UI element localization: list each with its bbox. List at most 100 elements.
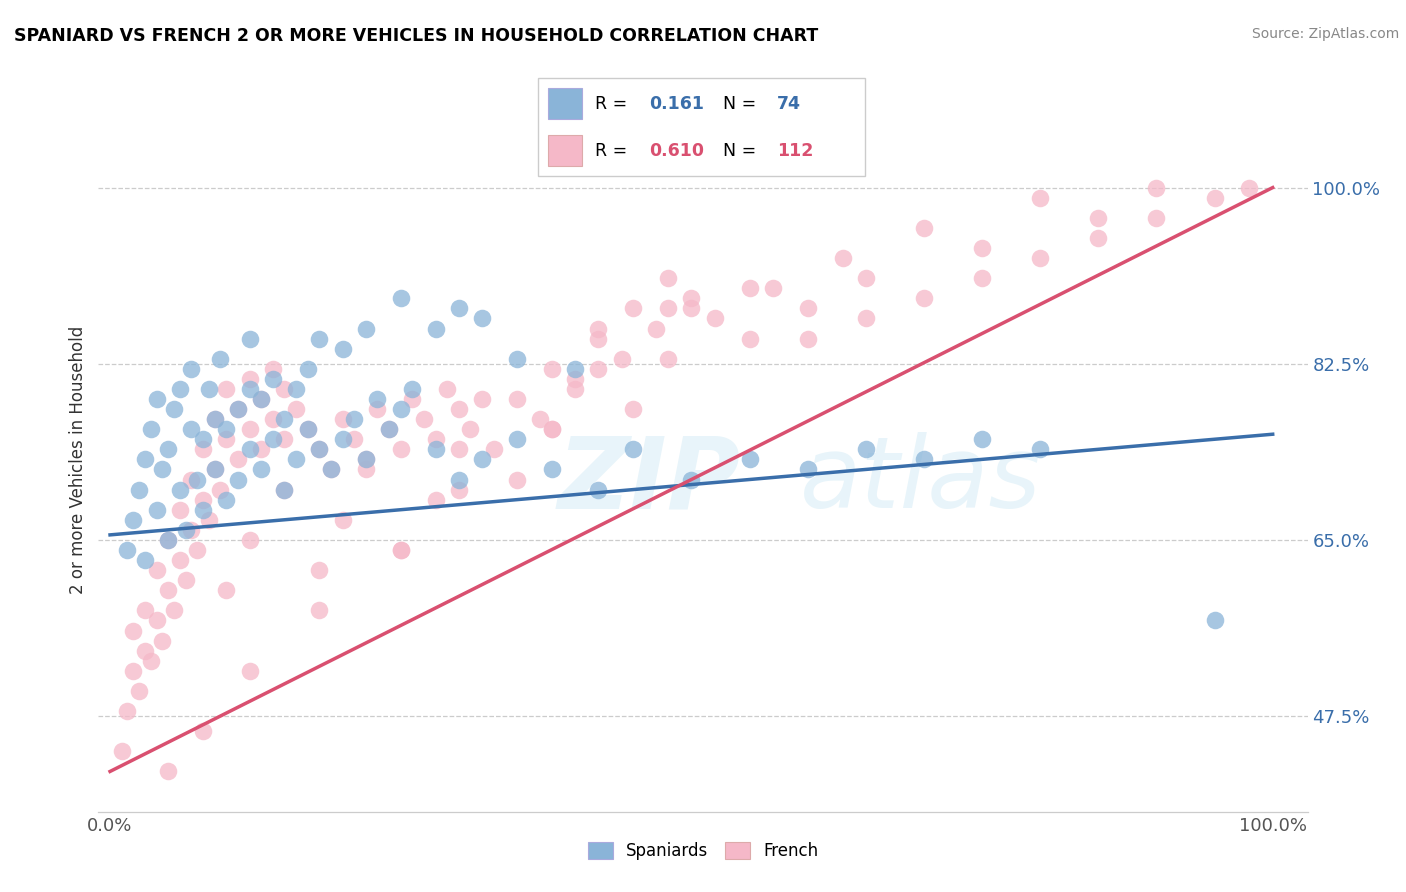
Point (588, 321, 610, 335)
Point (169, 483, 191, 497)
Point (855, 311, 877, 326)
Point (308, 332, 330, 346)
Point (389, 402, 412, 417)
Point (273, 483, 295, 497)
Point (145, 614, 167, 628)
Bar (548, 136, 582, 166)
Text: R =: R = (595, 142, 633, 160)
Point (436, 382, 458, 396)
Point (506, 351, 529, 366)
Point (332, 342, 354, 356)
Point (855, 442, 877, 457)
Point (471, 392, 494, 406)
Point (239, 372, 262, 386)
Point (1087, 211, 1109, 225)
Point (588, 483, 610, 497)
Legend: Spaniards, French: Spaniards, French (581, 835, 825, 867)
Point (564, 372, 586, 386)
Point (139, 654, 162, 668)
Point (738, 332, 761, 346)
Point (117, 543, 139, 558)
Point (1239, 180, 1261, 194)
Point (425, 442, 447, 457)
Point (681, 291, 703, 305)
Point (1204, 191, 1226, 205)
Point (762, 281, 785, 295)
Point (285, 452, 308, 467)
Point (970, 432, 993, 446)
Point (447, 473, 470, 487)
Point (150, 462, 173, 476)
Point (1144, 180, 1167, 194)
Point (657, 351, 679, 366)
Point (621, 402, 644, 417)
Text: 0.610: 0.610 (650, 142, 704, 160)
Point (588, 361, 610, 376)
Point (425, 432, 447, 446)
Point (332, 432, 354, 446)
Point (540, 462, 562, 476)
Point (180, 422, 202, 436)
Point (215, 492, 238, 507)
Point (139, 422, 162, 436)
Point (134, 603, 156, 617)
Bar (548, 88, 582, 119)
Text: ZIP: ZIP (558, 432, 741, 529)
Point (447, 402, 470, 417)
Point (157, 764, 180, 779)
Point (401, 392, 423, 406)
Point (506, 473, 529, 487)
Point (308, 442, 330, 457)
Point (319, 462, 342, 476)
Point (239, 442, 262, 457)
Point (285, 402, 308, 417)
Point (912, 291, 935, 305)
Point (250, 442, 273, 457)
Point (970, 241, 993, 255)
Text: atlas: atlas (800, 432, 1042, 529)
Point (128, 483, 150, 497)
Point (180, 473, 202, 487)
Point (1029, 442, 1052, 457)
Point (239, 422, 262, 436)
Point (191, 492, 214, 507)
Point (250, 392, 273, 406)
Point (157, 583, 180, 598)
Point (506, 432, 529, 446)
Point (610, 351, 633, 366)
Point (588, 332, 610, 346)
Point (134, 452, 156, 467)
Point (413, 412, 436, 426)
Point (389, 543, 412, 558)
Point (378, 422, 401, 436)
Point (471, 311, 494, 326)
Point (122, 664, 145, 678)
Point (343, 412, 366, 426)
Point (425, 321, 447, 335)
Point (145, 502, 167, 516)
Point (564, 382, 586, 396)
Text: N =: N = (723, 142, 762, 160)
Point (389, 442, 412, 457)
Point (354, 462, 377, 476)
Point (1029, 251, 1052, 265)
Point (297, 361, 319, 376)
Point (354, 452, 377, 467)
Point (529, 412, 551, 426)
Point (681, 473, 703, 487)
Point (157, 442, 180, 457)
Point (366, 392, 388, 406)
Point (540, 422, 562, 436)
Point (319, 462, 342, 476)
Text: 112: 112 (778, 142, 814, 160)
Point (169, 382, 191, 396)
Point (425, 492, 447, 507)
Point (332, 513, 354, 527)
Point (204, 412, 226, 426)
Point (970, 271, 993, 285)
Point (447, 301, 470, 316)
Point (209, 351, 232, 366)
Point (226, 402, 249, 417)
Point (506, 392, 529, 406)
Point (163, 402, 186, 417)
